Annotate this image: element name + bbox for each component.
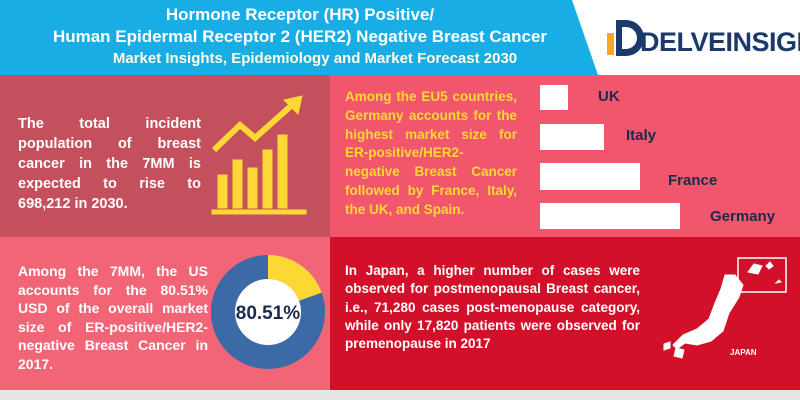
panel-text: The total incident population of breast … bbox=[18, 116, 201, 212]
title-line: Hormone Receptor (HR) Positive/ bbox=[165, 5, 435, 24]
country-label: Germany bbox=[710, 208, 776, 225]
panel-text: Among the 7MM, the US accounts for the 8… bbox=[18, 263, 208, 372]
country-label: Italy bbox=[626, 127, 657, 144]
title-line: Human Epidermal Receptor 2 (HER2) Negati… bbox=[52, 27, 548, 46]
logo-text: DELVEINSIGHT bbox=[640, 27, 800, 57]
country-label: UK bbox=[598, 88, 620, 105]
donut-chart: 80.51% bbox=[211, 255, 325, 369]
donut-label: 80.51% bbox=[236, 303, 301, 324]
header: Hormone Receptor (HR) Positive/ Human Ep… bbox=[0, 4, 600, 70]
donut-hole bbox=[235, 279, 301, 345]
donut-segment bbox=[267, 255, 322, 302]
map-label: JAPAN bbox=[730, 348, 757, 357]
panel-text: In Japan, a higher number of cases were … bbox=[345, 263, 640, 352]
panel-text: Among the EU5 countries, Germany account… bbox=[345, 89, 517, 217]
country-label: France bbox=[668, 172, 718, 189]
title-line: Market Insights, Epidemiology and Market… bbox=[112, 50, 518, 67]
donut-rest bbox=[211, 255, 325, 369]
